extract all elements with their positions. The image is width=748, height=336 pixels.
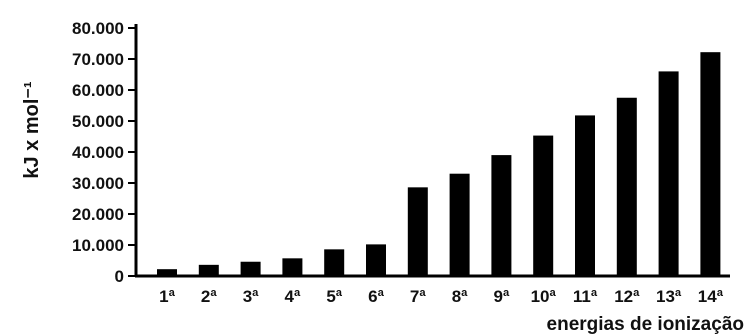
- y-tick-label: 30.000: [72, 174, 124, 193]
- x-tick-label: 7ª: [410, 287, 426, 306]
- bar: [366, 244, 386, 276]
- x-tick-label: 8ª: [452, 287, 468, 306]
- bar: [157, 269, 177, 276]
- x-tick-label: 1ª: [159, 287, 175, 306]
- bar: [449, 173, 470, 276]
- x-tick-label: 12ª: [614, 287, 640, 306]
- bar: [407, 187, 428, 276]
- x-tick-label: 14ª: [698, 287, 724, 306]
- bar: [324, 249, 345, 276]
- bar: [616, 97, 637, 276]
- y-tick-label: 50.000: [72, 112, 124, 131]
- bar: [575, 115, 595, 276]
- x-tick-label: 11ª: [573, 287, 598, 306]
- x-axis-ticks: 1ª 2ª 3ª 4ª 5ª 6ª 7ª 8ª 9ª 10ª 11ª 12ª 13ª 14ª: [159, 287, 724, 306]
- y-tick-label: 0: [115, 267, 124, 286]
- bar: [198, 264, 219, 276]
- y-tick-label: 10.000: [72, 236, 124, 255]
- x-tick-label: 4ª: [285, 287, 301, 306]
- bar: [282, 258, 303, 276]
- y-axis-label: kJ x mol⁻¹: [21, 81, 43, 179]
- y-axis-ticks: 0 10.000 20.000 30.000 40.000 50.000 60.000 70.…: [72, 19, 136, 286]
- bar: [240, 261, 261, 276]
- x-tick-label: 10ª: [531, 287, 557, 306]
- x-axis-label: energias de ionização: [547, 314, 744, 335]
- y-tick-label: 60.000: [72, 81, 124, 100]
- bar: [700, 52, 721, 277]
- y-tick-label: 20.000: [72, 205, 124, 224]
- x-tick-label: 2ª: [201, 287, 217, 306]
- x-tick-label: 6ª: [368, 287, 384, 306]
- y-tick-label: 70.000: [72, 50, 124, 69]
- y-tick-label: 80.000: [72, 19, 124, 38]
- x-tick-label: 13ª: [656, 287, 682, 306]
- bar: [658, 71, 679, 277]
- bars: [157, 52, 721, 277]
- y-tick-label: 40.000: [72, 143, 124, 162]
- bar: [491, 155, 512, 276]
- x-tick-label: 5ª: [326, 287, 342, 306]
- x-tick-label: 9ª: [494, 287, 510, 306]
- x-tick-label: 3ª: [243, 287, 259, 306]
- bar: [533, 135, 554, 276]
